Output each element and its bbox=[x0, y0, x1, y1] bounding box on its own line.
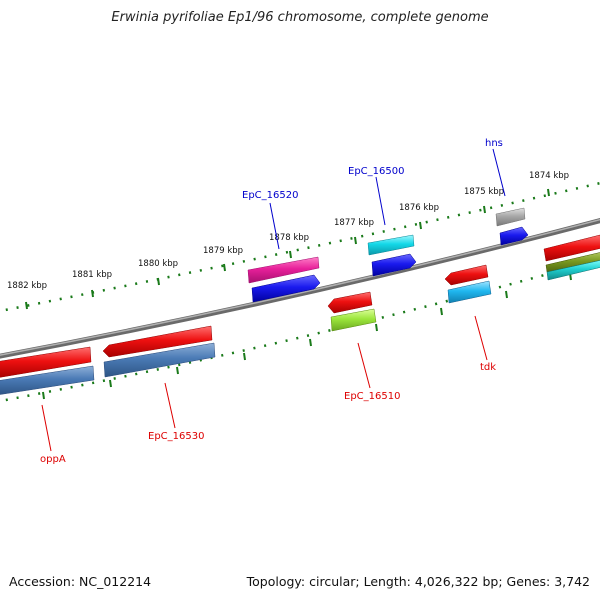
gene-label-epc16500[interactable]: EpC_16500 bbox=[348, 166, 404, 177]
gene-right-edge-cds-teal[interactable] bbox=[546, 260, 600, 281]
gene-label-hns[interactable]: hns bbox=[485, 138, 503, 149]
inner-ruler-tick bbox=[505, 290, 508, 299]
genome-summary: Topology: circular; Length: 4,026,322 bp… bbox=[246, 574, 590, 589]
ruler-tick-1880 bbox=[157, 277, 160, 286]
ruler-tick-1882 bbox=[25, 301, 28, 310]
ruler-tick-1874 bbox=[547, 188, 550, 197]
inner-ruler-tick bbox=[109, 379, 112, 388]
leader-epc16520 bbox=[269, 202, 280, 250]
gene-epc16520-cds[interactable] bbox=[251, 274, 321, 303]
leader-hns bbox=[492, 148, 506, 197]
gene-epc16500-cds[interactable] bbox=[371, 253, 417, 277]
gene-label-tdk[interactable]: tdk bbox=[480, 362, 496, 373]
gene-label-epc16510[interactable]: EpC_16510 bbox=[344, 391, 400, 402]
chromosome-backbone bbox=[0, 218, 600, 359]
gene-right-edge-cds-olive[interactable] bbox=[545, 252, 600, 273]
inner-ruler-tick bbox=[309, 338, 312, 347]
ruler-label-1877: 1877 kbp bbox=[334, 218, 374, 228]
outer-ruler bbox=[0, 181, 600, 313]
gene-label-epc16530[interactable]: EpC_16530 bbox=[148, 431, 204, 442]
leader-oppa bbox=[41, 404, 52, 452]
leader-tdk bbox=[474, 315, 488, 361]
ruler-tick-1875 bbox=[483, 205, 486, 214]
inner-ruler-tick bbox=[375, 323, 378, 332]
ruler-label-1875: 1875 kbp bbox=[464, 187, 504, 197]
gene-right-edge-feature[interactable] bbox=[543, 234, 600, 262]
gene-tdk-cds[interactable] bbox=[447, 280, 492, 304]
inner-ruler-tick bbox=[42, 391, 45, 400]
ruler-label-1878: 1878 kbp bbox=[269, 233, 309, 243]
gene-oppa-cds[interactable] bbox=[0, 365, 95, 395]
gene-epc16530-feature[interactable] bbox=[102, 325, 213, 358]
ruler-label-1881: 1881 kbp bbox=[72, 270, 112, 280]
ruler-label-1874: 1874 kbp bbox=[529, 171, 569, 181]
map-title: Erwinia pyrifoliae Ep1/96 chromosome, co… bbox=[111, 10, 489, 25]
inner-ruler-tick bbox=[176, 366, 179, 375]
inner-ruler-tick bbox=[243, 352, 246, 361]
ruler-tick-1876 bbox=[419, 221, 422, 230]
ruler-tick-1881 bbox=[91, 289, 94, 298]
forward-strand-genes bbox=[247, 207, 600, 303]
leader-epc16530 bbox=[164, 382, 176, 429]
ruler-label-1882: 1882 kbp bbox=[7, 281, 47, 291]
gene-label-epc16520[interactable]: EpC_16520 bbox=[242, 190, 298, 201]
gene-label-oppa[interactable]: oppA bbox=[40, 454, 66, 465]
ruler-label-1879: 1879 kbp bbox=[203, 246, 243, 256]
accession-label: Accession: NC_012214 bbox=[9, 574, 152, 589]
gene-epc16530-cds[interactable] bbox=[103, 342, 216, 378]
ruler-label-1880: 1880 kbp bbox=[138, 259, 178, 269]
label-leaders bbox=[41, 148, 506, 452]
ruler-labels: 1874 kbp 1875 kbp 1876 kbp 1877 kbp 1878… bbox=[7, 171, 569, 291]
ruler-label-1876: 1876 kbp bbox=[399, 203, 439, 213]
gene-oppa-feature[interactable] bbox=[0, 346, 92, 378]
ruler-tick-1879 bbox=[223, 263, 226, 272]
gene-epc16500-feature[interactable] bbox=[367, 234, 415, 256]
gene-epc16510-cds[interactable] bbox=[330, 308, 377, 332]
gene-labels: hns EpC_16500 EpC_16520 EpC_16510 tdk Ep… bbox=[40, 138, 503, 465]
gene-tdk-feature[interactable] bbox=[444, 264, 489, 286]
leader-epc16510 bbox=[357, 342, 371, 389]
gene-hns-cds[interactable] bbox=[499, 226, 529, 246]
gene-hns-feature[interactable] bbox=[495, 207, 526, 227]
ruler-tick-1877 bbox=[354, 236, 357, 245]
gene-epc16520-feature[interactable] bbox=[247, 256, 320, 284]
gene-epc16510-feature[interactable] bbox=[327, 291, 373, 314]
ruler-tick-1878 bbox=[289, 250, 292, 259]
leader-epc16500 bbox=[375, 176, 386, 226]
inner-ruler-tick bbox=[440, 307, 443, 316]
reverse-strand-genes bbox=[0, 264, 492, 395]
